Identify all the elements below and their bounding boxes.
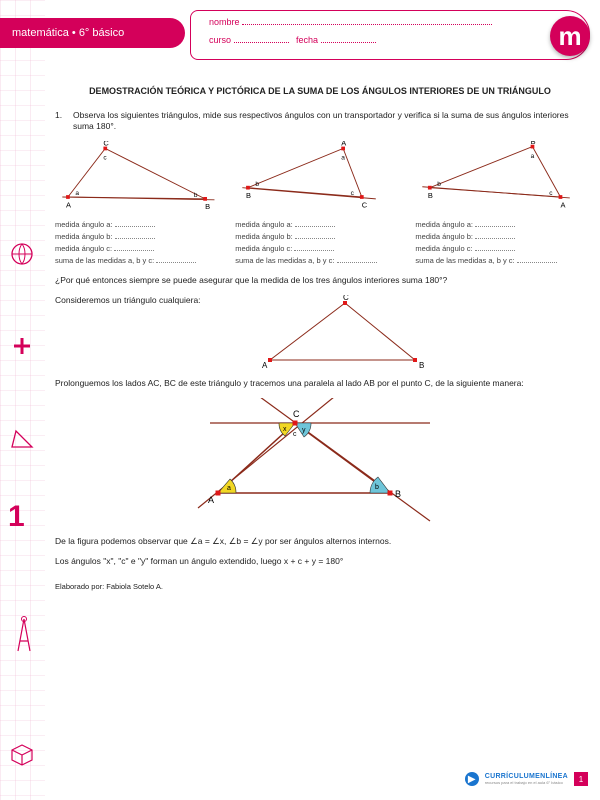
svg-text:B: B bbox=[531, 141, 536, 146]
svg-text:b: b bbox=[256, 181, 260, 188]
triangle-2: B C A b c a medida ángulo a: medida ángu… bbox=[235, 141, 405, 267]
svg-text:A: A bbox=[341, 141, 346, 148]
svg-text:B: B bbox=[246, 191, 251, 200]
svg-text:y: y bbox=[302, 427, 306, 434]
svg-text:b: b bbox=[375, 484, 379, 491]
svg-text:a: a bbox=[531, 153, 535, 160]
svg-text:c: c bbox=[103, 155, 107, 162]
page-number: 1 bbox=[574, 772, 588, 786]
q1-number: 1. bbox=[55, 110, 67, 134]
author: Elaborado por: Fabiola Sotelo A. bbox=[55, 582, 585, 593]
p-why: ¿Por qué entonces siempre se puede asegu… bbox=[55, 275, 585, 287]
proof-diagram: A B C a b x y c bbox=[190, 398, 450, 528]
page-header: matemática • 6° básico nombre curso fech… bbox=[0, 18, 600, 60]
svg-text:a: a bbox=[75, 191, 79, 198]
name-box: nombre curso fecha bbox=[190, 10, 590, 60]
svg-text:C: C bbox=[343, 295, 349, 302]
svg-text:A: A bbox=[262, 361, 268, 370]
svg-text:B: B bbox=[428, 191, 433, 200]
svg-text:b: b bbox=[194, 192, 198, 199]
compass-icon bbox=[10, 615, 38, 655]
worksheet-content: DEMOSTRACIÓN TEÓRICA Y PICTÓRICA DE LA S… bbox=[55, 85, 585, 592]
footer-logo-icon: ▶ bbox=[465, 772, 479, 786]
page-footer: ▶ CURRÍCULUMENLÍNEA recursos para el tra… bbox=[465, 772, 588, 786]
p-consider: Consideremos un triángulo cualquiera: A … bbox=[55, 295, 585, 370]
svg-text:A: A bbox=[561, 201, 566, 210]
triangle-icon bbox=[8, 425, 36, 453]
subject-pill: matemática • 6° básico bbox=[0, 18, 185, 48]
svg-text:C: C bbox=[293, 409, 300, 419]
p-conclusion: Los ángulos "x", "c" e "y" forman un áng… bbox=[55, 556, 585, 568]
svg-text:B: B bbox=[205, 203, 210, 212]
svg-text:b: b bbox=[438, 181, 442, 188]
triangle-1: A B C a b c medida ángulo a: medida ángu… bbox=[55, 141, 225, 267]
svg-text:x: x bbox=[283, 426, 287, 433]
q1-text: Observa los siguientes triángulos, mide … bbox=[73, 110, 585, 134]
cube-icon bbox=[8, 740, 36, 768]
svg-text:C: C bbox=[362, 201, 368, 210]
center-triangle: A B C bbox=[255, 295, 435, 370]
p-extend: Prolonguemos los lados AC, BC de este tr… bbox=[55, 378, 585, 390]
sidebar-grid bbox=[0, 0, 45, 800]
footer-sub: recursos para el trabajo en el aula 6° b… bbox=[485, 780, 568, 785]
brand-logo: m bbox=[550, 16, 590, 56]
svg-text:B: B bbox=[395, 489, 401, 499]
svg-text:c: c bbox=[293, 431, 297, 438]
question-1: 1. Observa los siguientes triángulos, mi… bbox=[55, 110, 585, 134]
svg-text:a: a bbox=[227, 485, 231, 492]
triangle-3: B A B b c a medida ángulo a: medida ángu… bbox=[415, 141, 585, 267]
footer-brand: CURRÍCULUMENLÍNEA bbox=[485, 773, 568, 780]
plus-icon bbox=[8, 332, 36, 360]
svg-text:A: A bbox=[208, 495, 214, 505]
svg-text:B: B bbox=[419, 361, 424, 370]
svg-text:a: a bbox=[341, 155, 345, 162]
p-observation: De la figura podemos observar que ∠a = ∠… bbox=[55, 536, 585, 548]
page-title: DEMOSTRACIÓN TEÓRICA Y PICTÓRICA DE LA S… bbox=[55, 85, 585, 98]
side-page-number: 1 bbox=[8, 500, 25, 534]
svg-text:C: C bbox=[103, 141, 109, 148]
svg-text:A: A bbox=[66, 201, 71, 210]
triangle-row: A B C a b c medida ángulo a: medida ángu… bbox=[55, 141, 585, 267]
globe-icon bbox=[8, 240, 36, 268]
